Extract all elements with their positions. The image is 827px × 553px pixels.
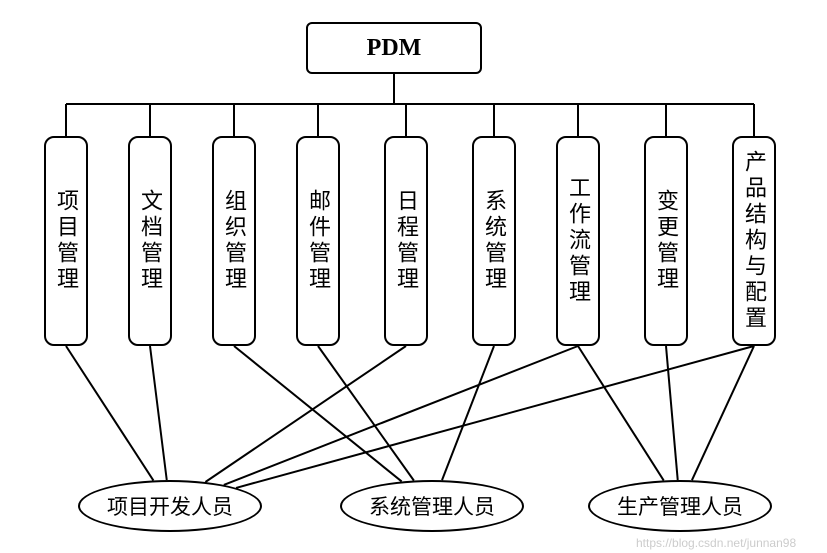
role-dev: 项目开发人员 [78,480,262,532]
module-label: 变更管理 [650,189,682,293]
module-doc: 文档管理 [128,136,172,346]
module-label: 文档管理 [134,189,166,293]
role-label: 系统管理人员 [369,491,495,521]
module-label: 产品结构与配置 [738,150,770,332]
module-org: 组织管理 [212,136,256,346]
module-sched: 日程管理 [384,136,428,346]
module-label: 组织管理 [218,189,250,293]
role-admin: 系统管理人员 [340,480,524,532]
module-label: 项目管理 [50,189,82,293]
module-proj: 项目管理 [44,136,88,346]
role-label: 项目开发人员 [107,491,233,521]
module-label: 工作流管理 [562,176,594,306]
module-label: 邮件管理 [302,189,334,293]
watermark: https://blog.csdn.net/junnan98 [636,536,796,550]
root-node: PDM [306,22,482,74]
module-mail: 邮件管理 [296,136,340,346]
module-change: 变更管理 [644,136,688,346]
watermark-text: https://blog.csdn.net/junnan98 [636,536,796,550]
module-label: 系统管理 [478,189,510,293]
module-prod: 产品结构与配置 [732,136,776,346]
module-label: 日程管理 [390,189,422,293]
role-label: 生产管理人员 [617,491,743,521]
root-label: PDM [367,35,422,62]
role-prodmgr: 生产管理人员 [588,480,772,532]
module-wf: 工作流管理 [556,136,600,346]
module-sys: 系统管理 [472,136,516,346]
